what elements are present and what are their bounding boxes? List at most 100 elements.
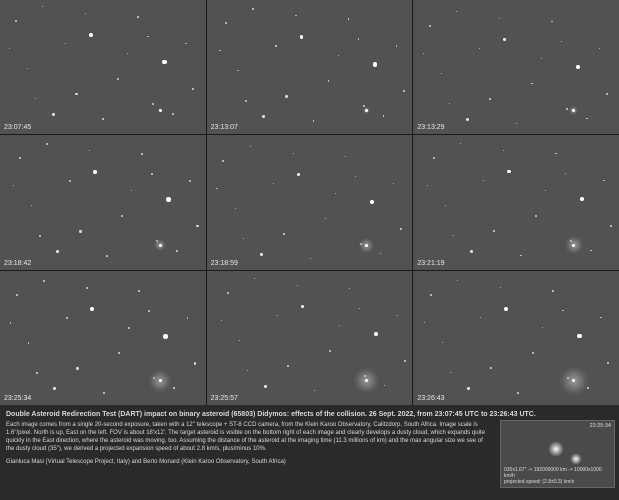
star (295, 15, 296, 16)
star (403, 90, 405, 92)
caption-body: Each image comes from a single 20-second… (6, 422, 486, 453)
star (65, 43, 66, 44)
star (314, 390, 316, 392)
star (76, 367, 78, 369)
star (52, 113, 55, 116)
star (13, 185, 14, 186)
star (147, 36, 148, 37)
star (138, 290, 140, 292)
star (586, 118, 588, 120)
star (262, 115, 265, 118)
star (565, 173, 566, 174)
star (384, 385, 386, 387)
star (355, 176, 356, 177)
star (470, 250, 473, 253)
star (587, 387, 589, 389)
star (516, 123, 518, 125)
star (117, 78, 119, 80)
star (222, 160, 224, 162)
star (275, 45, 276, 46)
star (75, 93, 77, 95)
star (328, 80, 330, 82)
star (166, 197, 170, 201)
star (297, 285, 298, 286)
star (173, 387, 175, 389)
panel-timestamp: 23:18:59 (211, 260, 238, 267)
caption-area: Double Asteroid Redirection Test (DART) … (0, 405, 619, 500)
star (493, 230, 495, 232)
star (370, 200, 374, 204)
star (260, 253, 263, 256)
star (338, 55, 339, 56)
star (194, 362, 196, 364)
star (66, 317, 67, 318)
star (250, 146, 251, 147)
asteroid-core (572, 109, 575, 112)
star (90, 307, 94, 311)
star (577, 334, 581, 338)
star (128, 327, 129, 328)
star (576, 65, 580, 69)
star (36, 372, 37, 373)
star (121, 215, 123, 217)
panel-timestamp: 23:13:07 (211, 124, 238, 131)
star (325, 218, 327, 220)
inset-bright-spot (570, 453, 582, 465)
star (335, 193, 336, 194)
star (16, 294, 18, 296)
panel-timestamp: 23:13:29 (417, 124, 444, 131)
star (227, 292, 229, 294)
star (43, 280, 44, 281)
star (79, 230, 81, 232)
star (610, 225, 612, 227)
star (86, 287, 87, 288)
star (283, 233, 285, 235)
star (424, 322, 425, 323)
star (490, 367, 492, 369)
star (15, 20, 17, 22)
star (532, 352, 534, 354)
star (300, 35, 304, 39)
star (329, 350, 331, 352)
star (31, 205, 32, 206)
star (254, 278, 255, 279)
star (456, 11, 457, 12)
star (442, 342, 443, 343)
star (85, 13, 86, 14)
star (562, 310, 563, 311)
star (35, 98, 36, 99)
star (542, 327, 543, 328)
star (176, 250, 178, 252)
star (53, 387, 56, 390)
star (151, 173, 152, 174)
star (433, 157, 435, 159)
star (359, 308, 360, 309)
star (545, 190, 546, 191)
star (590, 250, 592, 252)
asteroid-core (159, 244, 162, 247)
star (606, 93, 608, 95)
star (507, 170, 511, 174)
star (225, 22, 227, 24)
star (373, 62, 377, 66)
star (552, 290, 554, 292)
star (163, 334, 167, 338)
star (103, 392, 105, 394)
star (273, 183, 274, 184)
astronomy-panel: 23:18:59 (207, 135, 413, 269)
star (46, 143, 47, 144)
asteroid-core (572, 244, 575, 247)
star (187, 317, 188, 318)
star (457, 280, 458, 281)
star (239, 340, 240, 341)
star (219, 50, 220, 51)
star (499, 18, 500, 19)
star (189, 180, 190, 181)
star (603, 180, 604, 181)
inset-timestamp: 23:25:34 (590, 423, 611, 430)
star (247, 370, 248, 371)
inset-panel: 23:25:34 035x1.67" -> 192000000 km -> 10… (500, 420, 615, 488)
star (9, 48, 10, 49)
panel-timestamp: 23:18:42 (4, 260, 31, 267)
star (301, 305, 305, 309)
